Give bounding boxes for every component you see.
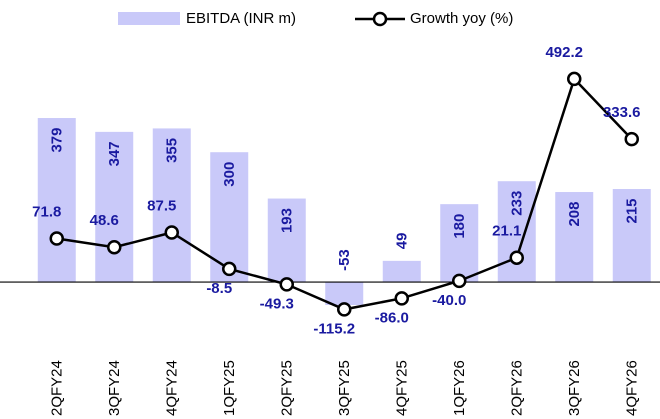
x-tick-label: 2QFY26 — [509, 360, 526, 416]
line — [56, 76, 633, 311]
x-tick-label: 1QFY26 — [451, 360, 468, 416]
x-tick-label: 4QFY25 — [394, 360, 411, 416]
line-label: 333.6 — [603, 104, 641, 121]
bar — [440, 204, 479, 283]
line-marker — [107, 240, 122, 255]
line-label: 87.5 — [147, 197, 176, 214]
line-marker — [49, 231, 64, 246]
line-label: 71.8 — [32, 203, 61, 220]
bar-label: 193 — [279, 208, 296, 233]
legend-label: EBITDA (INR m) — [186, 10, 296, 27]
x-tick-label: 2QFY24 — [49, 360, 66, 416]
bar — [152, 128, 191, 283]
line-label: -49.3 — [260, 295, 294, 312]
bar — [267, 198, 306, 283]
legend-label: Growth yoy (%) — [410, 10, 513, 27]
x-tick-label: 4QFY26 — [624, 360, 641, 416]
bar-label: 215 — [624, 198, 641, 223]
line-label: 21.1 — [492, 223, 521, 240]
line-marker — [567, 71, 582, 87]
line-marker — [509, 250, 524, 265]
x-tick-label: 2QFY25 — [279, 360, 296, 416]
line-label: -40.0 — [432, 292, 466, 309]
line-label: -8.5 — [206, 280, 232, 297]
legend-swatch — [118, 12, 180, 25]
bar-label: 49 — [394, 233, 411, 250]
legend-marker — [372, 11, 388, 27]
bar-label: -53 — [336, 249, 353, 271]
x-tick-label: 1QFY25 — [221, 360, 238, 416]
x-tick-label: 4QFY24 — [164, 360, 181, 416]
line-marker — [164, 225, 179, 240]
bar-label: 208 — [566, 202, 583, 227]
bar — [497, 181, 536, 283]
line-label: 48.6 — [90, 212, 119, 229]
line-marker — [279, 277, 294, 292]
bar — [555, 192, 594, 283]
bar — [37, 118, 76, 283]
bar-label: 379 — [49, 128, 66, 153]
line-label: -115.2 — [313, 320, 355, 337]
line-marker — [394, 291, 409, 306]
bar-label: 347 — [106, 141, 123, 166]
line-marker — [222, 261, 237, 277]
line-label: -86.0 — [375, 309, 409, 326]
x-tick-label: 3QFY24 — [106, 360, 123, 416]
x-tick-label: 3QFY26 — [566, 360, 583, 416]
bar-label: 355 — [164, 138, 181, 163]
line-label: 492.2 — [545, 44, 583, 61]
bar — [612, 189, 651, 283]
x-tick-label: 3QFY25 — [336, 360, 353, 416]
bar — [325, 282, 364, 306]
bar-label: 233 — [509, 191, 526, 216]
bar-label: 180 — [451, 214, 468, 239]
line-marker — [452, 273, 467, 289]
line-marker — [624, 131, 639, 147]
bar-label: 300 — [221, 162, 238, 187]
line-marker — [337, 302, 352, 317]
bar — [382, 260, 421, 283]
bar — [95, 131, 134, 283]
